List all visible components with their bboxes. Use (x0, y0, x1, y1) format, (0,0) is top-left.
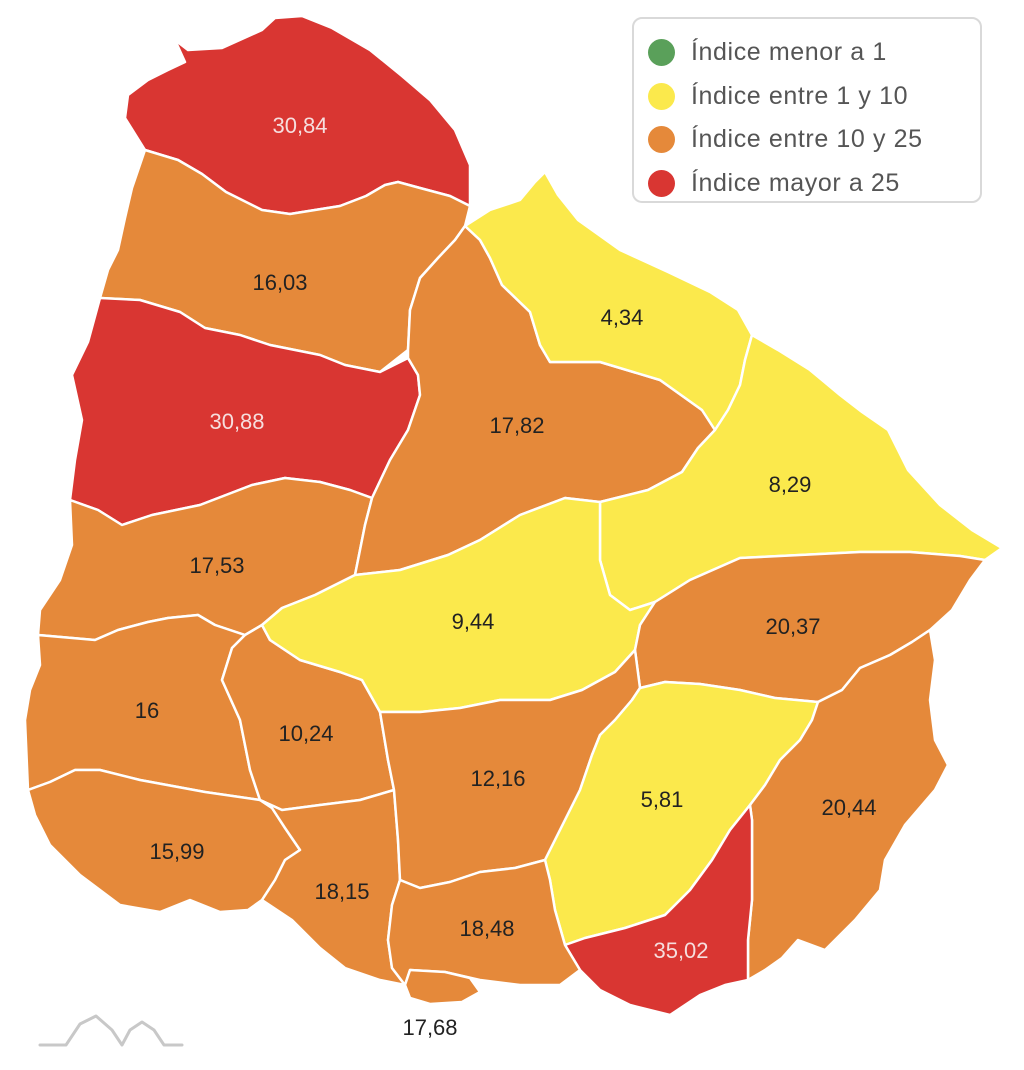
department-value-paysandu: 30,88 (209, 409, 264, 434)
department-value-artigas: 30,84 (272, 113, 327, 138)
department-value-cerro-largo: 8,29 (769, 472, 812, 497)
legend-label: Índice entre 1 y 10 (691, 81, 909, 110)
legend-label: Índice menor a 1 (691, 38, 887, 67)
department-value-florida: 12,16 (470, 766, 525, 791)
department-value-lavalleja: 5,81 (641, 787, 684, 812)
department-value-san-jose: 18,15 (314, 879, 369, 904)
brand-logo (38, 1014, 184, 1047)
department-value-rio-negro: 17,53 (189, 553, 244, 578)
legend: Índice menor a 1 Índice entre 1 y 10 Índ… (632, 17, 982, 203)
department-value-tacuarembo: 17,82 (489, 413, 544, 438)
department-san-jose[interactable] (258, 788, 407, 987)
department-montevideo[interactable] (403, 968, 482, 1006)
legend-label: Índice mayor a 25 (691, 168, 900, 197)
legend-swatch-green (648, 39, 675, 67)
department-value-rocha: 20,44 (821, 795, 876, 820)
department-labels: 30,84 16,03 30,88 17,53 16 15,99 10,24 18,15 17,… (135, 113, 877, 1040)
department-value-soriano: 16 (135, 698, 159, 723)
department-value-durazno: 9,44 (452, 609, 495, 634)
department-canelones[interactable] (386, 858, 582, 987)
legend-item-entre-10-25: Índice entre 10 y 25 (648, 118, 980, 162)
department-regions (23, 14, 1004, 1017)
department-value-rivera: 4,34 (601, 305, 644, 330)
department-value-treinta-y-tres: 20,37 (765, 614, 820, 639)
department-maldonado[interactable] (563, 803, 754, 1017)
department-rocha[interactable] (746, 628, 950, 982)
legend-item-mayor-25: Índice mayor a 25 (648, 162, 980, 206)
department-value-salto: 16,03 (252, 270, 307, 295)
legend-swatch-orange (648, 126, 675, 154)
department-value-montevideo: 17,68 (402, 1015, 457, 1040)
legend-swatch-red (648, 169, 675, 197)
legend-label: Índice entre 10 y 25 (691, 125, 923, 154)
department-value-maldonado: 35,02 (653, 938, 708, 963)
department-value-canelones: 18,48 (459, 916, 514, 941)
legend-item-entre-1-10: Índice entre 1 y 10 (648, 75, 980, 119)
department-value-colonia: 15,99 (149, 839, 204, 864)
legend-item-menor-1: Índice menor a 1 (648, 31, 980, 75)
department-value-flores: 10,24 (278, 721, 333, 746)
legend-swatch-yellow (648, 82, 675, 110)
